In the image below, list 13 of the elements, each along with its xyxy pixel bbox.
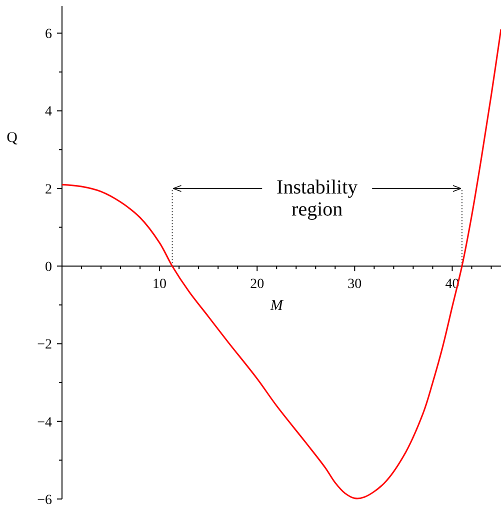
y-tick-label: 4 [45,104,52,120]
y-axis-title: Q [6,130,18,146]
x-axis-title: M [269,298,284,314]
y-tick-label: −6 [37,492,52,508]
annotation: Instability region [276,176,358,220]
y-tick-label: −2 [37,338,52,353]
x-tick-label: 30 [348,277,362,292]
x-tick-label: 10 [152,277,167,292]
y-tick-label: 0 [45,260,52,275]
y-tick-label: −4 [37,415,52,430]
y-tick-label: 2 [45,182,52,198]
x-tick-label: 20 [250,277,264,292]
y-tick-label: 6 [45,27,52,42]
